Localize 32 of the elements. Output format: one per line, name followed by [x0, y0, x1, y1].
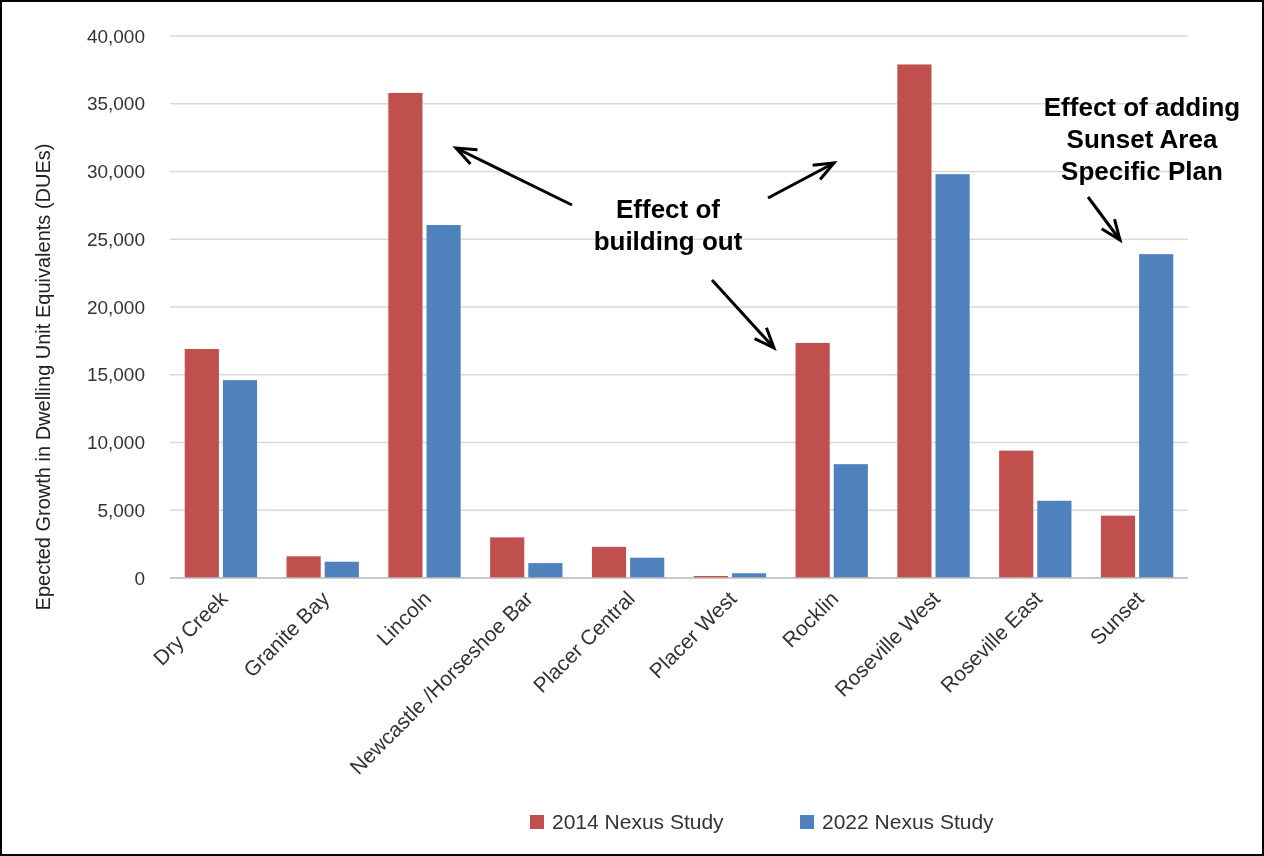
bar: [1100, 515, 1136, 578]
bar: [833, 464, 868, 578]
y-tick-label: 5,000: [97, 499, 145, 521]
y-axis-title: Epected Growth in Dwelling Unit Equivalents (DUEs): [32, 143, 54, 611]
y-tick-label: 15,000: [86, 364, 145, 386]
y-tick-label: 35,000: [86, 93, 145, 115]
y-tick-label: 20,000: [86, 296, 145, 318]
legend-label: 2014 Nexus Study: [552, 810, 725, 834]
bar: [286, 556, 321, 578]
bar: [591, 546, 627, 578]
y-tick-label: 40,000: [86, 25, 145, 47]
bar: [999, 450, 1034, 578]
bar: [528, 563, 563, 578]
bar: [490, 537, 525, 578]
bar: [935, 174, 970, 578]
bar: [426, 225, 461, 578]
y-tick-label: 0: [134, 567, 145, 589]
y-tick-label: 30,000: [86, 161, 145, 183]
y-tick-label: 25,000: [86, 228, 145, 250]
bar: [222, 380, 258, 578]
bar: [1037, 500, 1072, 578]
y-tick-label: 10,000: [86, 432, 145, 454]
bar: [1139, 254, 1174, 578]
bar: [897, 64, 932, 578]
bar: [324, 561, 359, 578]
annotation: Effect of adding Sunset Area Specific Plan: [1043, 92, 1241, 186]
bar: [795, 342, 830, 578]
legend-label: 2022 Nexus Study: [822, 810, 995, 834]
annotation: Effect of building out: [593, 194, 743, 256]
bar: [388, 92, 423, 578]
bar: [184, 349, 219, 578]
bar: [630, 557, 665, 578]
